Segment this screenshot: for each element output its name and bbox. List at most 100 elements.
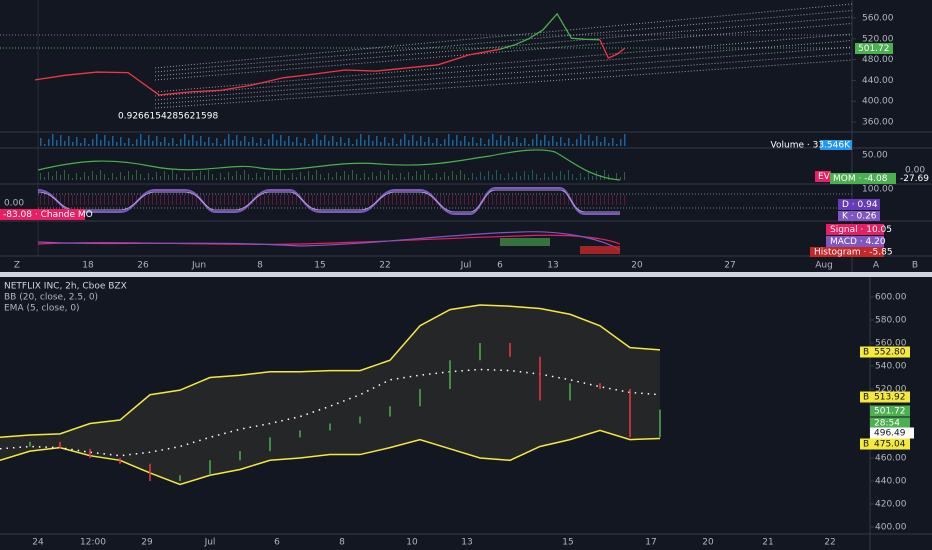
time-label: 20 xyxy=(702,538,714,548)
stoch-bar xyxy=(340,195,341,205)
stoch-bar xyxy=(476,195,477,205)
price-tick-label: 480.00 xyxy=(862,55,894,65)
regression-channel xyxy=(154,3,853,109)
volume-bar xyxy=(172,138,174,146)
price-tick-label: 440.00 xyxy=(862,76,894,86)
volume-bar xyxy=(240,141,242,146)
stoch-bar xyxy=(448,195,449,205)
mom-bar xyxy=(428,174,429,180)
stoch-bar xyxy=(464,195,465,205)
button[interactable]: Z xyxy=(14,261,20,271)
volume-bar xyxy=(492,134,494,146)
volume-bar xyxy=(304,138,306,146)
time-label: 27 xyxy=(724,261,735,271)
mom-label: MOM · -4.08 xyxy=(833,174,888,184)
price-tick-label: 540.00 xyxy=(875,362,907,372)
mom-bar xyxy=(104,174,105,180)
mom-bar xyxy=(292,173,293,180)
stoch-bar xyxy=(300,195,301,205)
volume-bar xyxy=(144,140,146,146)
volume-bar xyxy=(284,141,286,146)
volume-bar xyxy=(244,136,246,146)
stoch-bar xyxy=(116,195,117,205)
volume-bar xyxy=(448,134,450,146)
stoch-bar xyxy=(312,195,313,205)
volume-bar xyxy=(400,139,402,146)
mom-bar xyxy=(352,170,353,180)
mom-bar xyxy=(452,171,453,180)
price-tick-label: 460.00 xyxy=(875,454,907,464)
mom-bar xyxy=(304,176,305,180)
stoch-bar xyxy=(296,195,297,205)
label-box xyxy=(0,209,85,220)
volume-bar xyxy=(444,139,446,146)
price-line xyxy=(34,48,501,96)
volume-bar xyxy=(512,142,514,146)
mom-bar xyxy=(312,175,313,180)
mom-bar xyxy=(472,173,473,180)
mom-bar xyxy=(328,173,329,180)
mom-bar xyxy=(516,172,517,180)
volume-bar xyxy=(188,140,190,146)
stoch-bar xyxy=(368,195,369,205)
stoch-bar xyxy=(228,195,229,205)
volume-bar xyxy=(156,136,158,146)
mom-bar xyxy=(508,173,509,180)
volume-bar xyxy=(440,144,442,146)
mom-bar xyxy=(596,171,597,180)
stoch-bar xyxy=(600,195,601,205)
volume-bar xyxy=(388,143,390,146)
volume-bar xyxy=(456,135,458,146)
volume-bar xyxy=(300,143,302,146)
time-label: 24 xyxy=(32,538,44,548)
mom-bar xyxy=(512,177,513,180)
button[interactable]: A xyxy=(873,261,880,271)
mom-bar xyxy=(176,174,177,180)
volume-bar xyxy=(432,143,434,146)
scale-label: 50.00 xyxy=(862,151,888,161)
volume-bar xyxy=(128,138,130,146)
label-box xyxy=(826,236,884,247)
label-box xyxy=(826,224,884,235)
stoch-bar xyxy=(456,195,457,205)
stoch-bar xyxy=(588,195,589,205)
histogram xyxy=(580,246,620,254)
label-box xyxy=(870,346,910,358)
stoch-bar xyxy=(164,195,165,205)
indicator-legend: BB (20, close, 2.5, 0) xyxy=(4,293,98,303)
mom-bar xyxy=(180,178,181,180)
mom-bar xyxy=(244,170,245,180)
volume-bar xyxy=(288,136,290,146)
mom-bar xyxy=(72,178,73,180)
channel-line xyxy=(154,33,853,93)
volume-bar xyxy=(180,139,182,146)
stoch-bar xyxy=(452,195,453,205)
mom-bar xyxy=(332,177,333,180)
stoch-bar xyxy=(128,195,129,205)
mom-bar xyxy=(188,177,189,180)
button[interactable]: B xyxy=(912,261,918,271)
mom-bar xyxy=(220,173,221,180)
volume-bar xyxy=(44,144,46,146)
mom-bar xyxy=(56,171,57,180)
time-label: 8 xyxy=(339,538,345,548)
volume-bar xyxy=(336,142,338,146)
mom-bar xyxy=(588,172,589,180)
volume-bar xyxy=(460,141,462,146)
stoch-bar xyxy=(108,195,109,205)
volume-bar xyxy=(500,135,502,146)
time-label: Jul xyxy=(204,538,216,548)
stoch-bar xyxy=(140,195,141,205)
mom-bar xyxy=(136,170,137,180)
volume-bar xyxy=(468,142,470,146)
mom-bar xyxy=(464,174,465,180)
mom-bar xyxy=(68,174,69,180)
time-label: 29 xyxy=(141,538,153,548)
volume-bar xyxy=(204,142,206,146)
volume-bar xyxy=(608,143,610,146)
volume-bar xyxy=(216,138,218,146)
mom-bar xyxy=(348,175,349,180)
stoch-bar xyxy=(180,195,181,205)
mom-bar xyxy=(600,175,601,180)
volume-bar xyxy=(480,138,482,146)
